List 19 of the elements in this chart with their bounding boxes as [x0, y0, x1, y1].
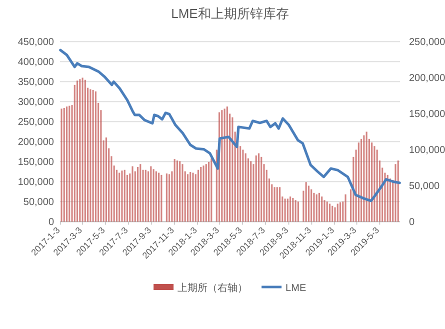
y2-tick-label: 0 — [409, 217, 415, 228]
y2-tick-label: 50,000 — [409, 181, 440, 192]
y2-tick-label: 150,000 — [409, 109, 445, 120]
y-tick-label: 100,000 — [18, 177, 54, 188]
legend-label: LME — [286, 283, 306, 294]
y2-tick-label: 200,000 — [409, 73, 445, 84]
y-tick-label: 150,000 — [18, 157, 54, 168]
y-tick-label: 50,000 — [23, 197, 54, 208]
y-tick-label: 300,000 — [18, 97, 54, 108]
y-tick-label: 450,000 — [18, 37, 54, 48]
y2-tick-label: 100,000 — [409, 145, 445, 156]
y-tick-label: 400,000 — [18, 57, 54, 68]
y-tick-label: 200,000 — [18, 137, 54, 148]
legend-label: 上期所（右轴） — [178, 282, 248, 294]
y-tick-label: 250,000 — [18, 117, 54, 128]
y2-tick-label: 250,000 — [409, 37, 445, 48]
y-tick-label: 0 — [48, 217, 54, 228]
title: LME和上期所锌库存 — [171, 6, 289, 21]
y-tick-label: 350,000 — [18, 77, 54, 88]
